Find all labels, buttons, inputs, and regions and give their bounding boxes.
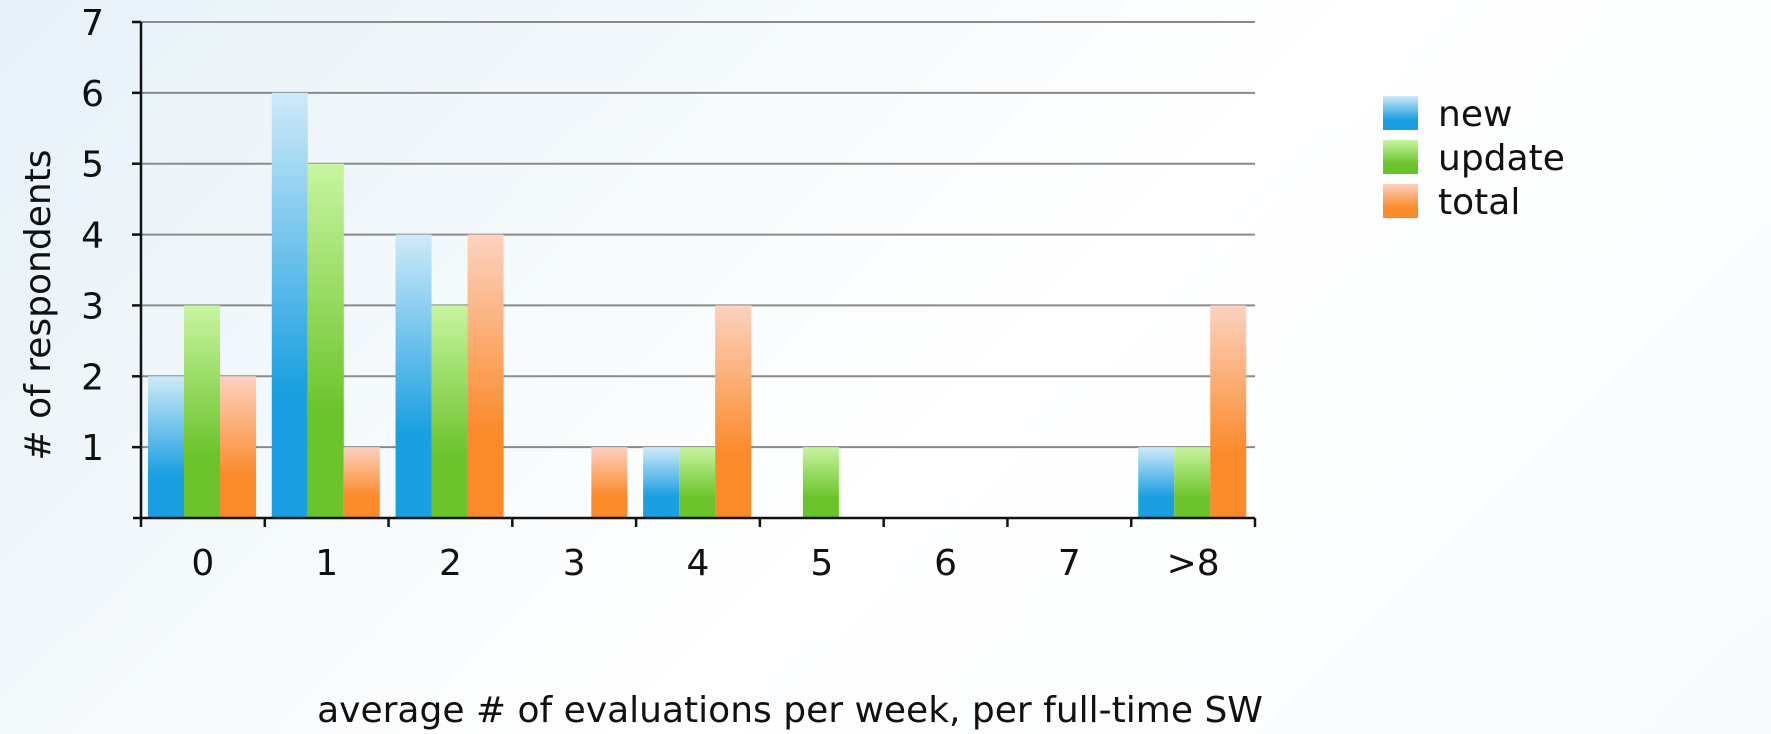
bar-total-1	[343, 447, 380, 518]
bar-total-8	[1210, 305, 1247, 518]
x-tick-label: 2	[439, 543, 462, 584]
legend-label-new: new	[1438, 94, 1512, 135]
bars	[148, 92, 1247, 519]
x-tick-label: 4	[687, 543, 710, 584]
x-tick-label: 7	[1058, 543, 1081, 584]
bar-update-0	[184, 305, 220, 518]
bar-total-0	[220, 376, 256, 518]
y-tick-label: 5	[81, 145, 104, 186]
bar-total-4	[715, 305, 752, 518]
x-tick-label: 6	[934, 543, 957, 584]
axes	[132, 20, 1257, 527]
legend-swatch-update	[1383, 140, 1418, 174]
legend-label-total: total	[1438, 182, 1520, 223]
x-tick-labels: 0 1 2 3 4 5 6 7 >8	[191, 543, 1219, 584]
legend-swatch-new	[1383, 96, 1418, 130]
bar-update-4	[679, 447, 716, 518]
bar-new-2	[395, 234, 432, 519]
x-tick-label: 0	[191, 543, 214, 584]
x-tick-label: >8	[1167, 543, 1220, 584]
y-tick-label: 6	[81, 74, 104, 115]
x-tick-label: 1	[315, 543, 338, 584]
x-tick-label: 5	[810, 543, 833, 584]
y-axis-title: # of respondents	[18, 149, 59, 460]
y-tick-label: 1	[81, 428, 104, 469]
bar-update-1	[307, 163, 344, 518]
y-tick-labels: 1 2 3 4 5 6 7	[81, 3, 104, 469]
bar-new-0	[148, 376, 184, 518]
bar-update-5	[802, 447, 839, 518]
bar-update-8	[1174, 447, 1211, 518]
x-axis-title: average # of evaluations per week, per f…	[317, 690, 1263, 731]
bar-total-2	[467, 234, 504, 519]
bar-new-1	[271, 92, 308, 518]
legend-swatch-total	[1383, 184, 1418, 218]
y-tick-label: 3	[81, 286, 104, 327]
y-tick-label: 2	[81, 357, 104, 398]
bar-total-3	[591, 447, 628, 518]
y-tick-label: 4	[81, 216, 104, 257]
bar-new-4	[643, 447, 680, 518]
bar-update-2	[431, 305, 468, 518]
bar-new-8	[1138, 447, 1175, 518]
legend-label-update: update	[1438, 138, 1565, 179]
y-tick-label: 7	[81, 3, 104, 44]
x-tick-label: 3	[563, 543, 586, 584]
